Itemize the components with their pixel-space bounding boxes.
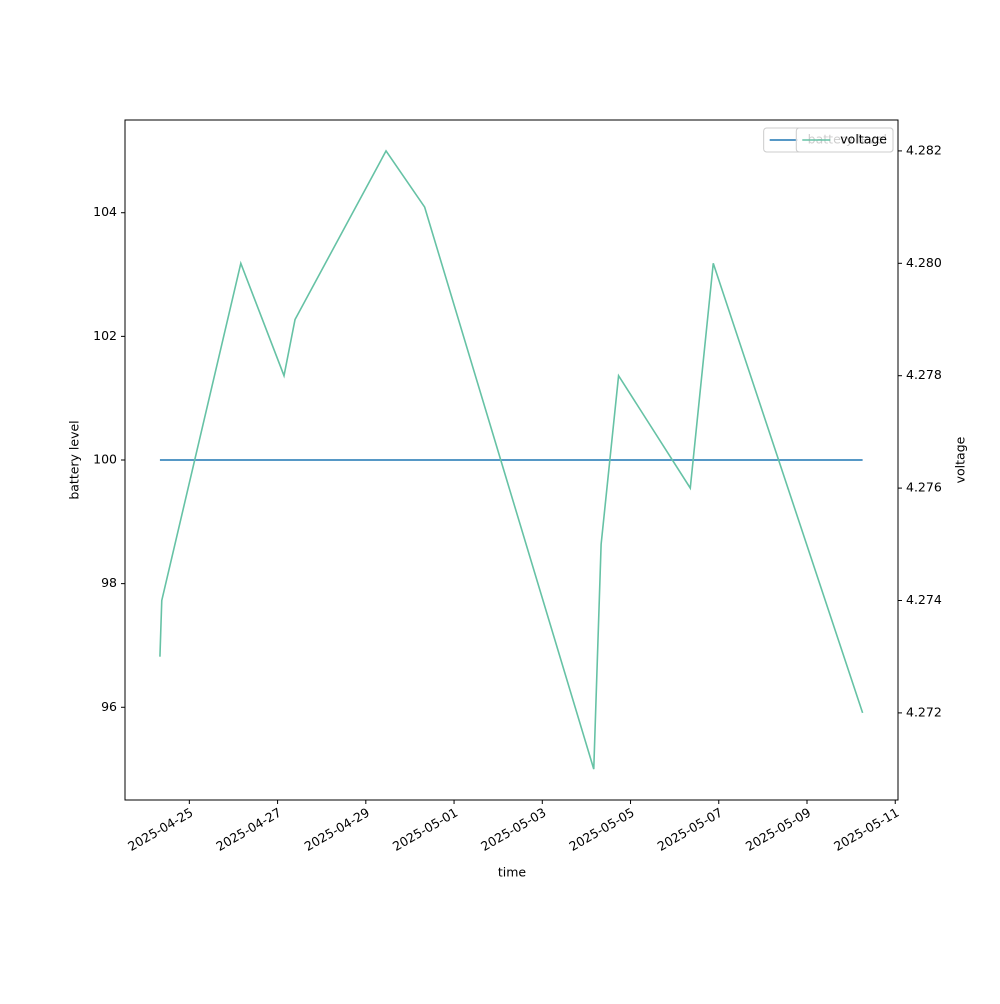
y2-tick-label: 4.278: [906, 367, 942, 382]
y2-tick-label: 4.272: [906, 704, 942, 719]
y2-tick-label: 4.280: [906, 255, 942, 270]
x-tick-label: 2025-05-09: [743, 805, 813, 854]
x-tick-label: 2025-04-25: [125, 805, 195, 854]
x-tick-label: 2025-04-27: [213, 805, 283, 854]
x-tick-label: 2025-05-03: [478, 805, 548, 854]
x-tick-label: 2025-05-05: [566, 805, 636, 854]
y2-tick-label: 4.274: [906, 592, 942, 607]
series-line: [159, 149, 864, 770]
y-tick-label: 104: [93, 204, 117, 219]
legend-label: voltage: [840, 132, 887, 147]
y2-tick-label: 4.276: [906, 480, 942, 495]
x-tick-label: 2025-05-11: [831, 805, 901, 854]
y-tick-label: 102: [93, 328, 117, 343]
x-axis-label: time: [498, 865, 527, 880]
legend: voltage: [795, 127, 894, 153]
x-tick-label: 2025-04-29: [302, 805, 372, 854]
x-tick-label: 2025-05-07: [655, 805, 725, 854]
y-tick-label: 96: [101, 699, 117, 714]
y-axis-label: battery level: [67, 420, 82, 499]
x-tick-label: 2025-05-01: [390, 805, 460, 854]
plot-frame: [124, 119, 899, 801]
y-tick-label: 100: [93, 452, 117, 467]
y2-axis-label: voltage: [953, 436, 968, 483]
legend-box: [795, 127, 894, 153]
y2-tick-label: 4.282: [906, 142, 942, 157]
y-tick-label: 98: [101, 575, 117, 590]
